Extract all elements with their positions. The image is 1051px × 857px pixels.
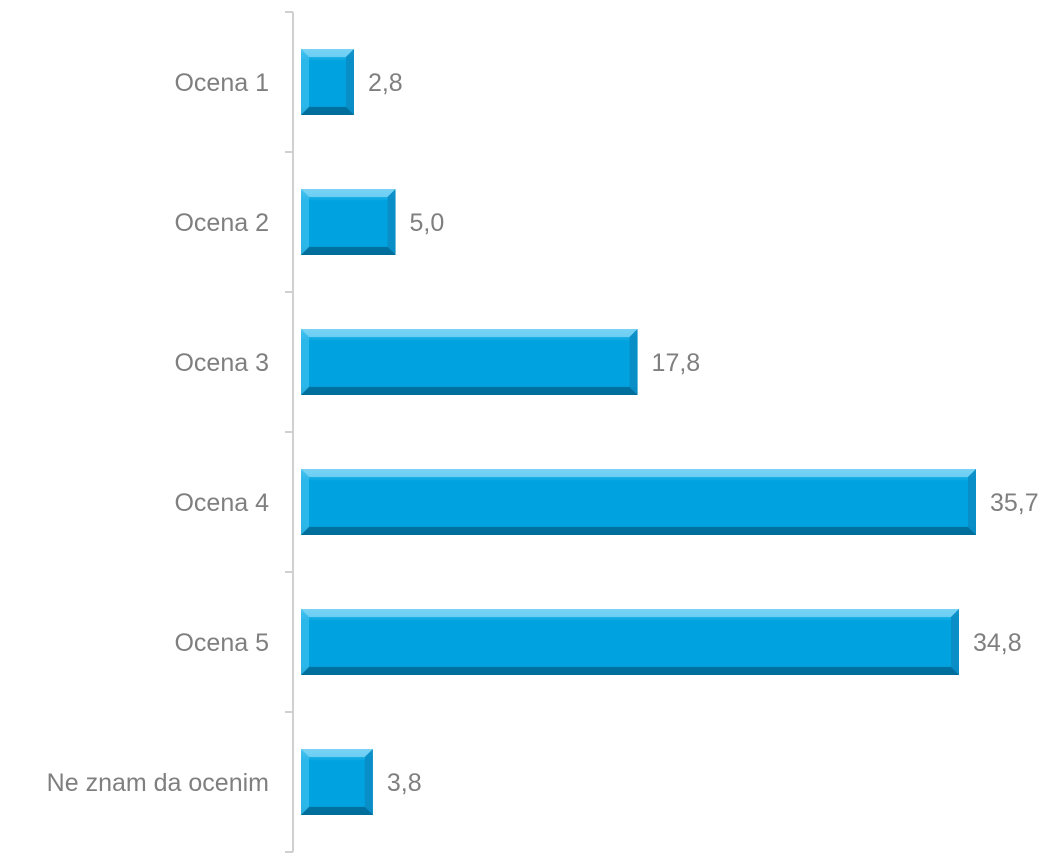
labels: Ocena 1 2,8 Ocena 2 5,0 Ocena 3 17,8 Ocena 4 35… [47, 69, 1039, 797]
category-label: Ocena 3 [174, 349, 269, 377]
bar-bevel-left [301, 49, 309, 115]
category-label: Ne znam da ocenim [47, 769, 269, 797]
bar [301, 469, 976, 535]
bar-bevel-bottom [301, 667, 959, 675]
bar-bevel-right [345, 49, 354, 115]
bar-bevel-bottom [301, 247, 396, 255]
y-axis [285, 11, 294, 853]
bar-bevel-right [950, 609, 959, 675]
bars [301, 49, 976, 815]
bar-bevel-top [301, 469, 976, 477]
bar [301, 749, 373, 815]
bar-bevel-top [301, 609, 959, 617]
value-label: 35,7 [990, 489, 1039, 517]
bar-bevel-bottom [301, 107, 354, 115]
value-label: 5,0 [410, 209, 445, 237]
bar-bevel-bottom [301, 807, 373, 815]
bar-bevel-right [387, 189, 396, 255]
value-label: 17,8 [652, 349, 701, 377]
bar-bevel-left [301, 329, 309, 395]
value-label: 2,8 [368, 69, 403, 97]
bar-bevel-right [629, 329, 638, 395]
bar-bevel-left [301, 749, 309, 815]
bar [301, 609, 959, 675]
category-label: Ocena 5 [174, 629, 269, 657]
bar-bevel-right [968, 469, 976, 535]
bar-bevel-left [301, 189, 309, 255]
category-label: Ocena 1 [174, 69, 269, 97]
bar-bevel-right [364, 749, 373, 815]
bar-bevel-left [301, 469, 309, 535]
bar-bevel-bottom [301, 527, 976, 535]
value-label: 3,8 [387, 769, 422, 797]
category-label: Ocena 2 [174, 209, 269, 237]
bar-bevel-top [301, 49, 354, 57]
bar-bevel-bottom [301, 387, 638, 395]
value-label: 34,8 [973, 629, 1022, 657]
bar [301, 49, 354, 115]
bar [301, 329, 638, 395]
category-label: Ocena 4 [174, 489, 269, 517]
bar-bevel-top [301, 329, 638, 337]
bar-bevel-top [301, 189, 396, 197]
bar [301, 189, 396, 255]
bar-bevel-top [301, 749, 373, 757]
bar-bevel-left [301, 609, 309, 675]
